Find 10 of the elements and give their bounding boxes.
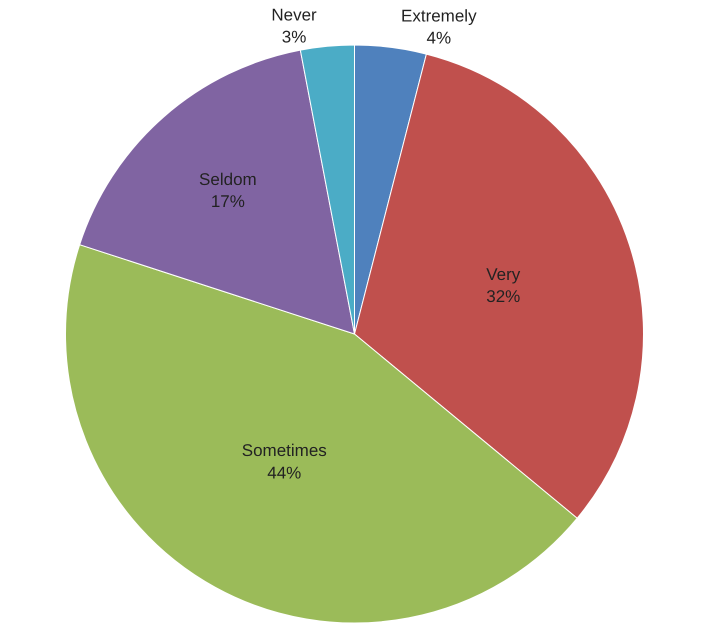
slice-label: Very (486, 265, 521, 284)
data-label: 44% (267, 463, 302, 482)
data-label: 3% (282, 27, 306, 46)
data-label: 32% (486, 287, 520, 306)
slice-label: Sometimes (242, 441, 327, 460)
slice-label: Extremely (400, 6, 478, 26)
slice-label: Never (271, 5, 318, 24)
data-label: 4% (426, 28, 452, 48)
data-label: 17% (210, 192, 245, 211)
slice-label: Seldom (199, 170, 257, 189)
